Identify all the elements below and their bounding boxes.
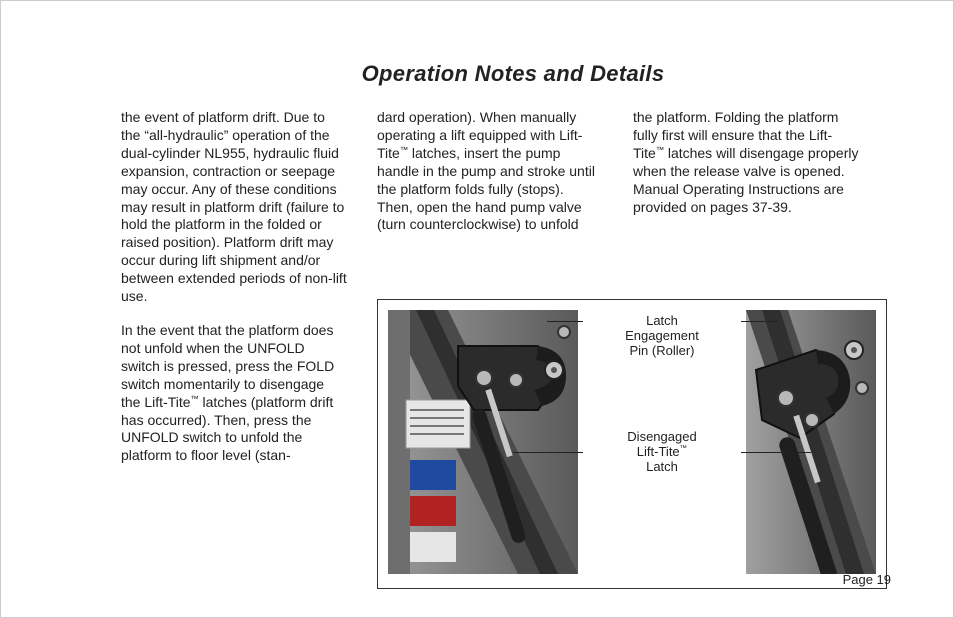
figure-photo-left bbox=[388, 310, 578, 574]
column-2: dard operation). When manually operating… bbox=[377, 109, 603, 250]
col2-para1: dard operation). When manually operating… bbox=[377, 109, 603, 234]
annot2-line2: Lift-Tite bbox=[637, 444, 680, 459]
column-1: the event of platform drift. Due to the … bbox=[121, 109, 347, 481]
photo-left-svg bbox=[388, 310, 578, 574]
annot2-line1: Disengaged bbox=[627, 429, 696, 444]
col2-p1-text-b: latches, insert the pump handle in the p… bbox=[377, 145, 595, 233]
annot1-line1: Latch bbox=[646, 313, 678, 328]
annot1-line3: Pin (Roller) bbox=[629, 343, 694, 358]
annot-latch-pin: Latch Engagement Pin (Roller) bbox=[583, 314, 741, 359]
photo-right-svg bbox=[746, 310, 876, 574]
annot2-line3: Latch bbox=[646, 459, 678, 474]
annot-disengaged-latch: Disengaged Lift-Tite™ Latch bbox=[583, 430, 741, 475]
lead-l1-right bbox=[741, 321, 777, 322]
manual-page: Operation Notes and Details the event of… bbox=[0, 0, 954, 618]
tm-mark: ™ bbox=[680, 444, 688, 453]
figure-annotations: Latch Engagement Pin (Roller) Disengaged… bbox=[583, 310, 741, 574]
tm-mark: ™ bbox=[656, 145, 664, 154]
body-columns: the event of platform drift. Due to the … bbox=[121, 109, 905, 571]
col3-p1-text-b: latches will disengage properly when the… bbox=[633, 145, 859, 215]
page-number: Page 19 bbox=[843, 572, 891, 587]
page-title: Operation Notes and Details bbox=[121, 61, 905, 87]
lead-l2-left bbox=[513, 452, 583, 453]
col1-para1: the event of platform drift. Due to the … bbox=[121, 109, 347, 306]
figure-photo-right bbox=[746, 310, 876, 574]
lead-l2-right bbox=[741, 452, 811, 453]
col1-p1-text: the event of platform drift. Due to the … bbox=[121, 109, 347, 304]
annot1-line2: Engagement bbox=[625, 328, 699, 343]
lead-l1-left bbox=[547, 321, 583, 322]
col1-para2: In the event that the platform does not … bbox=[121, 322, 347, 465]
column-3: the platform. Folding the platform fully… bbox=[633, 109, 859, 232]
tm-mark: ™ bbox=[400, 145, 408, 154]
col3-para1: the platform. Folding the platform fully… bbox=[633, 109, 859, 216]
tm-mark: ™ bbox=[191, 394, 199, 403]
figure-frame: Latch Engagement Pin (Roller) Disengaged… bbox=[377, 299, 887, 589]
